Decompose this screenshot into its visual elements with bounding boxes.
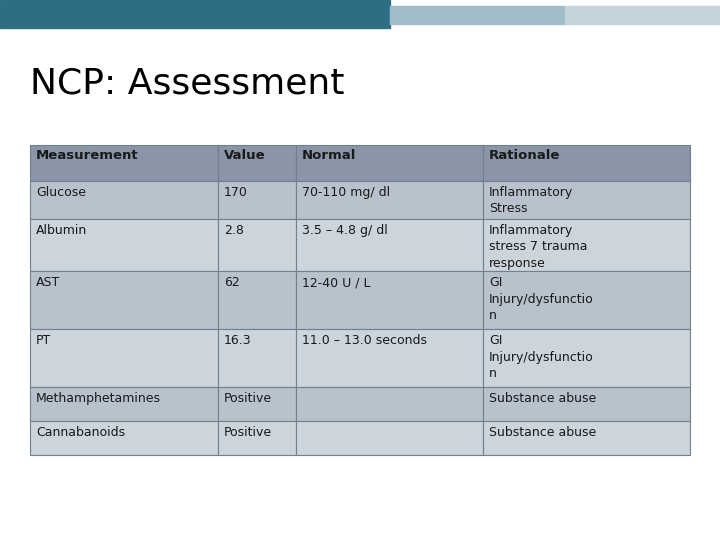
Bar	[482, 421, 690, 455]
Bar	[296, 271, 482, 329]
Bar	[482, 387, 690, 421]
Bar	[218, 387, 296, 421]
Text: 11.0 – 13.0 seconds: 11.0 – 13.0 seconds	[302, 334, 427, 347]
Bar	[296, 145, 482, 181]
Text: 2.8: 2.8	[224, 224, 244, 237]
Text: 3.5 – 4.8 g/ dl: 3.5 – 4.8 g/ dl	[302, 224, 388, 237]
Bar	[218, 145, 296, 181]
Bar	[296, 329, 482, 387]
Text: GI
Injury/dysfunctio
n: GI Injury/dysfunctio n	[489, 276, 593, 322]
Bar	[0, 0, 390, 28]
Text: GI
Injury/dysfunctio
n: GI Injury/dysfunctio n	[489, 334, 593, 380]
Text: Positive: Positive	[224, 392, 272, 405]
Bar	[30, 329, 218, 387]
Bar	[482, 219, 690, 271]
Text: NCP: Assessment: NCP: Assessment	[30, 66, 344, 100]
Text: 16.3: 16.3	[224, 334, 252, 347]
Text: 62: 62	[224, 276, 240, 289]
Bar	[482, 271, 690, 329]
Bar	[482, 145, 690, 181]
Bar	[30, 145, 218, 181]
Bar	[482, 181, 690, 219]
Bar	[218, 421, 296, 455]
Text: Albumin: Albumin	[36, 224, 87, 237]
Bar	[30, 271, 218, 329]
Text: Rationale: Rationale	[489, 149, 560, 162]
Text: 170: 170	[224, 186, 248, 199]
Text: Substance abuse: Substance abuse	[489, 426, 596, 439]
Text: Inflammatory
Stress: Inflammatory Stress	[489, 186, 573, 215]
Text: 12-40 U / L: 12-40 U / L	[302, 276, 371, 289]
Bar	[482, 329, 690, 387]
Bar	[296, 219, 482, 271]
Bar	[30, 387, 218, 421]
Bar	[296, 387, 482, 421]
Text: Value: Value	[224, 149, 266, 162]
Bar	[30, 219, 218, 271]
Text: Glucose: Glucose	[36, 186, 86, 199]
Text: Measurement: Measurement	[36, 149, 139, 162]
Bar	[30, 181, 218, 219]
Text: 70-110 mg/ dl: 70-110 mg/ dl	[302, 186, 390, 199]
Text: Positive: Positive	[224, 426, 272, 439]
Text: AST: AST	[36, 276, 60, 289]
Bar	[296, 181, 482, 219]
Bar	[296, 421, 482, 455]
Text: Inflammatory
stress 7 trauma
response: Inflammatory stress 7 trauma response	[489, 224, 588, 270]
Text: PT: PT	[36, 334, 51, 347]
Text: Cannabanoids: Cannabanoids	[36, 426, 125, 439]
Bar	[390, 6, 565, 24]
Bar	[218, 329, 296, 387]
Bar	[218, 181, 296, 219]
Text: Normal: Normal	[302, 149, 356, 162]
Text: Methamphetamines: Methamphetamines	[36, 392, 161, 405]
Bar	[218, 271, 296, 329]
Text: Substance abuse: Substance abuse	[489, 392, 596, 405]
Bar	[30, 421, 218, 455]
Bar	[565, 6, 720, 24]
Bar	[218, 219, 296, 271]
